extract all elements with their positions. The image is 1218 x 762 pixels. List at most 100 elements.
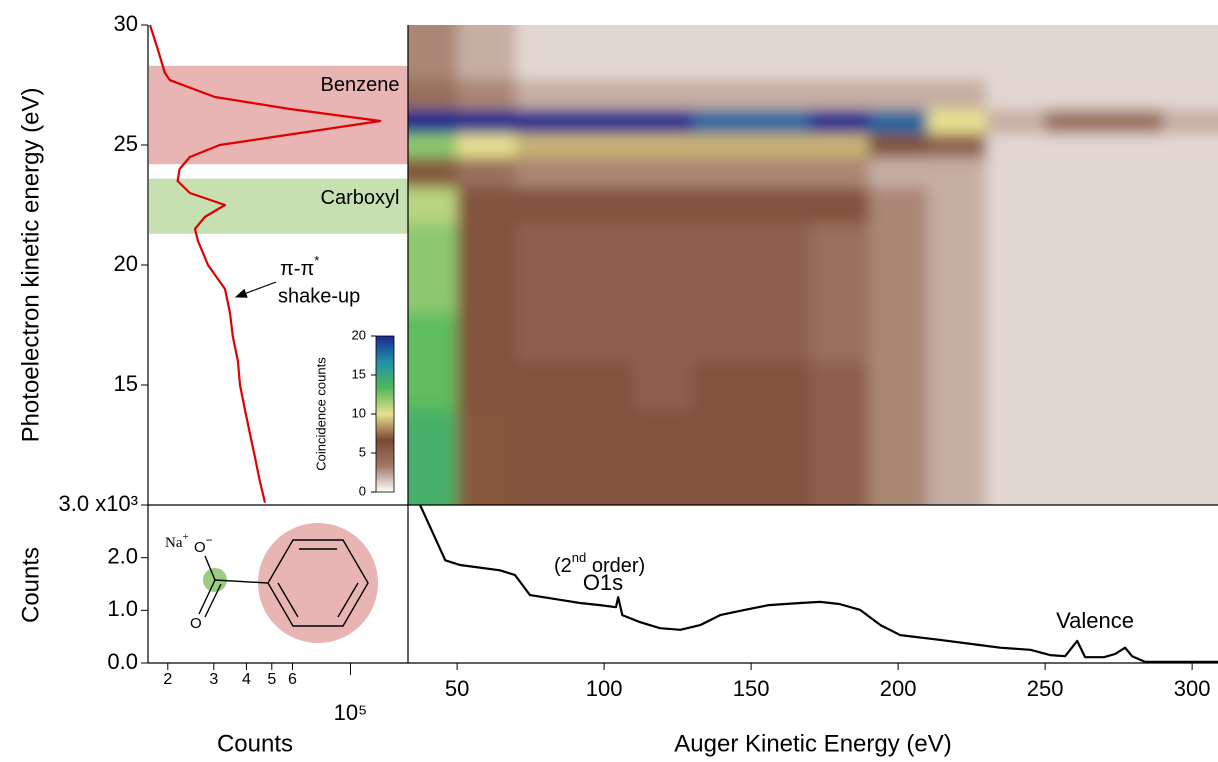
heatmap-cell [457, 313, 517, 362]
heatmap-cell [457, 187, 517, 224]
y-tick-label: 2.0 [107, 543, 138, 568]
annotation-text: shake-up [278, 285, 360, 307]
heatmap-cell [751, 361, 811, 410]
heatmap-cell [1162, 25, 1218, 80]
heatmap-cell [633, 187, 693, 224]
heatmap-cell [457, 361, 517, 410]
x-tick-label: 100 [586, 676, 623, 701]
heatmap-cell [868, 313, 929, 362]
heatmap-cell [1045, 361, 1105, 410]
molecule-bonds [198, 539, 369, 627]
heatmap-cell [574, 265, 635, 314]
sublabel-part: (2 [554, 555, 572, 577]
carbonyl-oxygen: O [190, 615, 202, 632]
heatmap-cell [515, 25, 576, 80]
heatmap-cell [986, 109, 1046, 134]
x-tick-label: 3 [209, 671, 218, 688]
heatmap-cell [633, 25, 693, 80]
x-tick-label: 4 [242, 671, 251, 688]
heatmap-cell [633, 457, 693, 505]
anion: O [194, 539, 206, 556]
heatmap-cell [408, 223, 458, 266]
heatmap-cell [457, 457, 517, 505]
heatmap-cell [515, 133, 576, 158]
heatmap-cells [408, 25, 1218, 505]
heatmap-cell [574, 187, 635, 224]
heatmap-cell [692, 457, 752, 505]
series-line [419, 504, 1218, 663]
cation: Na [165, 535, 183, 551]
heatmap-cell [408, 79, 458, 110]
heatmap-cell [633, 109, 693, 134]
heatmap-cell [1045, 457, 1105, 505]
heatmap-cell [1045, 133, 1105, 158]
heatmap-cell [1045, 265, 1105, 314]
heatmap-cell [751, 265, 811, 314]
heatmap-cell [927, 79, 987, 110]
y-tick-label: 0.0 [107, 649, 138, 674]
heatmap-cell [927, 313, 987, 362]
heatmap-cell [1045, 313, 1105, 362]
band-label: Carboxyl [321, 187, 400, 209]
heatmap-cell [986, 79, 1046, 110]
heatmap-cell [868, 133, 929, 158]
heatmap-cell [809, 265, 870, 314]
heatmap-cell [809, 79, 870, 110]
heatmap-cell [986, 409, 1046, 458]
colorbar-tick-label: 20 [352, 327, 366, 342]
colorbar [375, 335, 395, 493]
y-tick-label: 3.0 x10³ [59, 491, 139, 516]
heatmap-cell [574, 457, 635, 505]
y-tick-label: 25 [114, 131, 138, 156]
heatmap-cell [1162, 313, 1218, 362]
heatmap-cell [692, 265, 752, 314]
heatmap-cell [1162, 109, 1218, 134]
heatmap-cell [1162, 79, 1218, 110]
heatmap-cell [1103, 313, 1164, 362]
band [149, 65, 408, 165]
x-axis-title: Auger Kinetic Energy (eV) [674, 730, 951, 757]
x-tick-label: 50 [445, 676, 469, 701]
y-tick-label: 20 [114, 251, 138, 276]
heatmap-cell [1045, 109, 1105, 134]
heatmap-cell [633, 265, 693, 314]
x-tick-label: 250 [1027, 676, 1064, 701]
heatmap-cell [1162, 361, 1218, 410]
annotation-sup: * [314, 253, 319, 268]
heatmap-cell [751, 109, 811, 134]
x-tick-label: 150 [733, 676, 770, 701]
heatmap-cell [692, 313, 752, 362]
heatmap-cell [515, 313, 576, 362]
y-tick-label: 1.0 [107, 596, 138, 621]
y-tick-label: 30 [114, 11, 138, 36]
heatmap-cell [574, 133, 635, 158]
heatmap-cell [751, 187, 811, 224]
peak-sublabel: (2nd order) [554, 550, 645, 577]
heatmap-cell [515, 223, 576, 266]
heatmap [408, 25, 1218, 505]
x-tick-label: 6 [288, 671, 297, 688]
heatmap-cell [809, 157, 870, 188]
heatmap-cell [809, 25, 870, 80]
heatmap-cell [1103, 25, 1164, 80]
annotation-text: π-π [280, 258, 314, 280]
heatmap-cell [1045, 409, 1105, 458]
x-axis-title: Counts [217, 730, 293, 757]
heatmap-cell [408, 187, 458, 224]
heatmap-cell [1162, 457, 1218, 505]
heatmap-cell [809, 457, 870, 505]
heatmap-cell [1162, 187, 1218, 224]
heatmap-cell [927, 223, 987, 266]
heatmap-cell [1045, 223, 1105, 266]
heatmap-cell [868, 265, 929, 314]
sublabel-sup: nd [572, 550, 586, 565]
heatmap-cell [408, 313, 458, 362]
heatmap-cell [1103, 187, 1164, 224]
heatmap-cell [868, 223, 929, 266]
heatmap-cell [408, 409, 458, 458]
anion-charge: − [206, 533, 213, 547]
heatmap-cell [1103, 361, 1164, 410]
heatmap-cell [1162, 157, 1218, 188]
